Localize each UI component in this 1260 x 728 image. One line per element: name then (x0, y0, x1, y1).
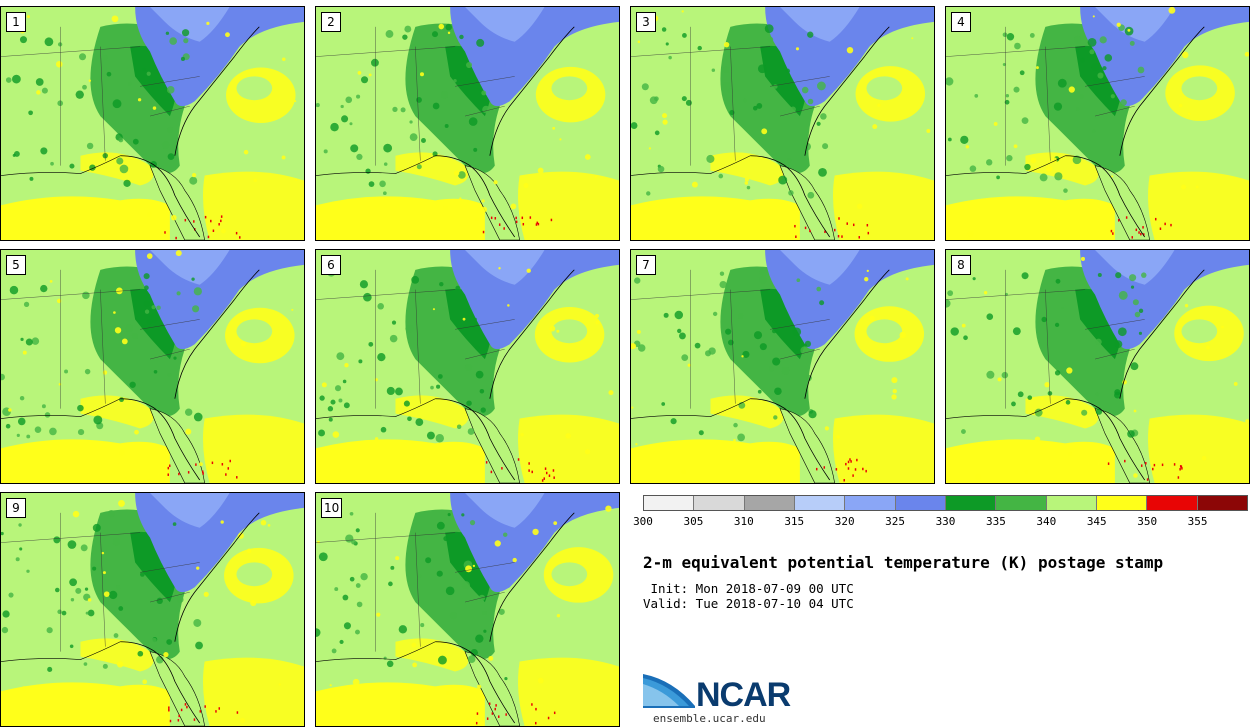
map-member-10 (316, 493, 619, 726)
map-member-7 (631, 250, 934, 483)
map-member-9 (1, 493, 304, 726)
member-panel-8[interactable]: 8 (945, 249, 1250, 484)
color-legend: 300 305 310 315 320 325 330 335 340 345 350 355 (633, 495, 1248, 535)
legend-color-box (1096, 496, 1148, 510)
member-label: 4 (951, 12, 971, 32)
legend-tick-label: 305 (683, 515, 704, 528)
map-member-5 (1, 250, 304, 483)
member-panel-6[interactable]: 6 (315, 249, 620, 484)
legend-tick-label: 345 (1086, 515, 1107, 528)
member-label: 6 (321, 255, 341, 275)
legend-tick-label: 300 (633, 515, 653, 528)
legend-color-box (744, 496, 795, 510)
member-label: 1 (6, 12, 26, 32)
member-label: 8 (951, 255, 971, 275)
member-label: 9 (6, 498, 26, 518)
map-member-4 (946, 7, 1249, 240)
legend-color-box (644, 496, 695, 510)
member-panel-9[interactable]: 9 (0, 492, 305, 727)
member-panel-5[interactable]: 5 (0, 249, 305, 484)
legend-color-box (1197, 496, 1247, 510)
member-panel-7[interactable]: 7 (630, 249, 935, 484)
member-panel-10[interactable]: 10 (315, 492, 620, 727)
legend-color-box (945, 496, 997, 510)
map-member-1 (1, 7, 304, 240)
legend-bar (643, 495, 1248, 511)
legend-tick-label: 340 (1036, 515, 1057, 528)
member-label: 10 (321, 498, 343, 518)
legend-color-box (996, 496, 1047, 510)
legend-tick-label: 320 (834, 515, 855, 528)
map-member-8 (946, 250, 1249, 483)
legend-tick-label: 325 (885, 515, 906, 528)
legend-tick-label: 350 (1137, 515, 1158, 528)
legend-color-box (1147, 496, 1198, 510)
legend-color-box (794, 496, 846, 510)
legend-tick-label: 355 (1187, 515, 1208, 528)
valid-time: Valid: Tue 2018-07-10 04 UTC (643, 596, 854, 611)
member-label: 3 (636, 12, 656, 32)
logo-url: ensemble.ucar.edu (653, 712, 766, 725)
member-panel-4[interactable]: 4 (945, 6, 1250, 241)
member-label: 7 (636, 255, 656, 275)
chart-title: 2-m equivalent potential temperature (K)… (643, 553, 1164, 572)
init-time: Init: Mon 2018-07-09 00 UTC (643, 581, 854, 596)
ncar-logo-icon (643, 674, 695, 708)
map-member-2 (316, 7, 619, 240)
member-label: 5 (6, 255, 26, 275)
legend-tick-label: 330 (935, 515, 956, 528)
legend-color-box (895, 496, 946, 510)
map-member-3 (631, 7, 934, 240)
member-label: 2 (321, 12, 341, 32)
legend-tick-label: 315 (784, 515, 805, 528)
legend-color-box (1046, 496, 1097, 510)
legend-color-box (694, 496, 745, 510)
member-panel-2[interactable]: 2 (315, 6, 620, 241)
logo-text: NCAR (696, 676, 791, 714)
member-panel-3[interactable]: 3 (630, 6, 935, 241)
member-panel-1[interactable]: 1 (0, 6, 305, 241)
map-member-6 (316, 250, 619, 483)
legend-color-box (845, 496, 896, 510)
legend-tick-label: 335 (985, 515, 1006, 528)
legend-tick-label: 310 (733, 515, 754, 528)
